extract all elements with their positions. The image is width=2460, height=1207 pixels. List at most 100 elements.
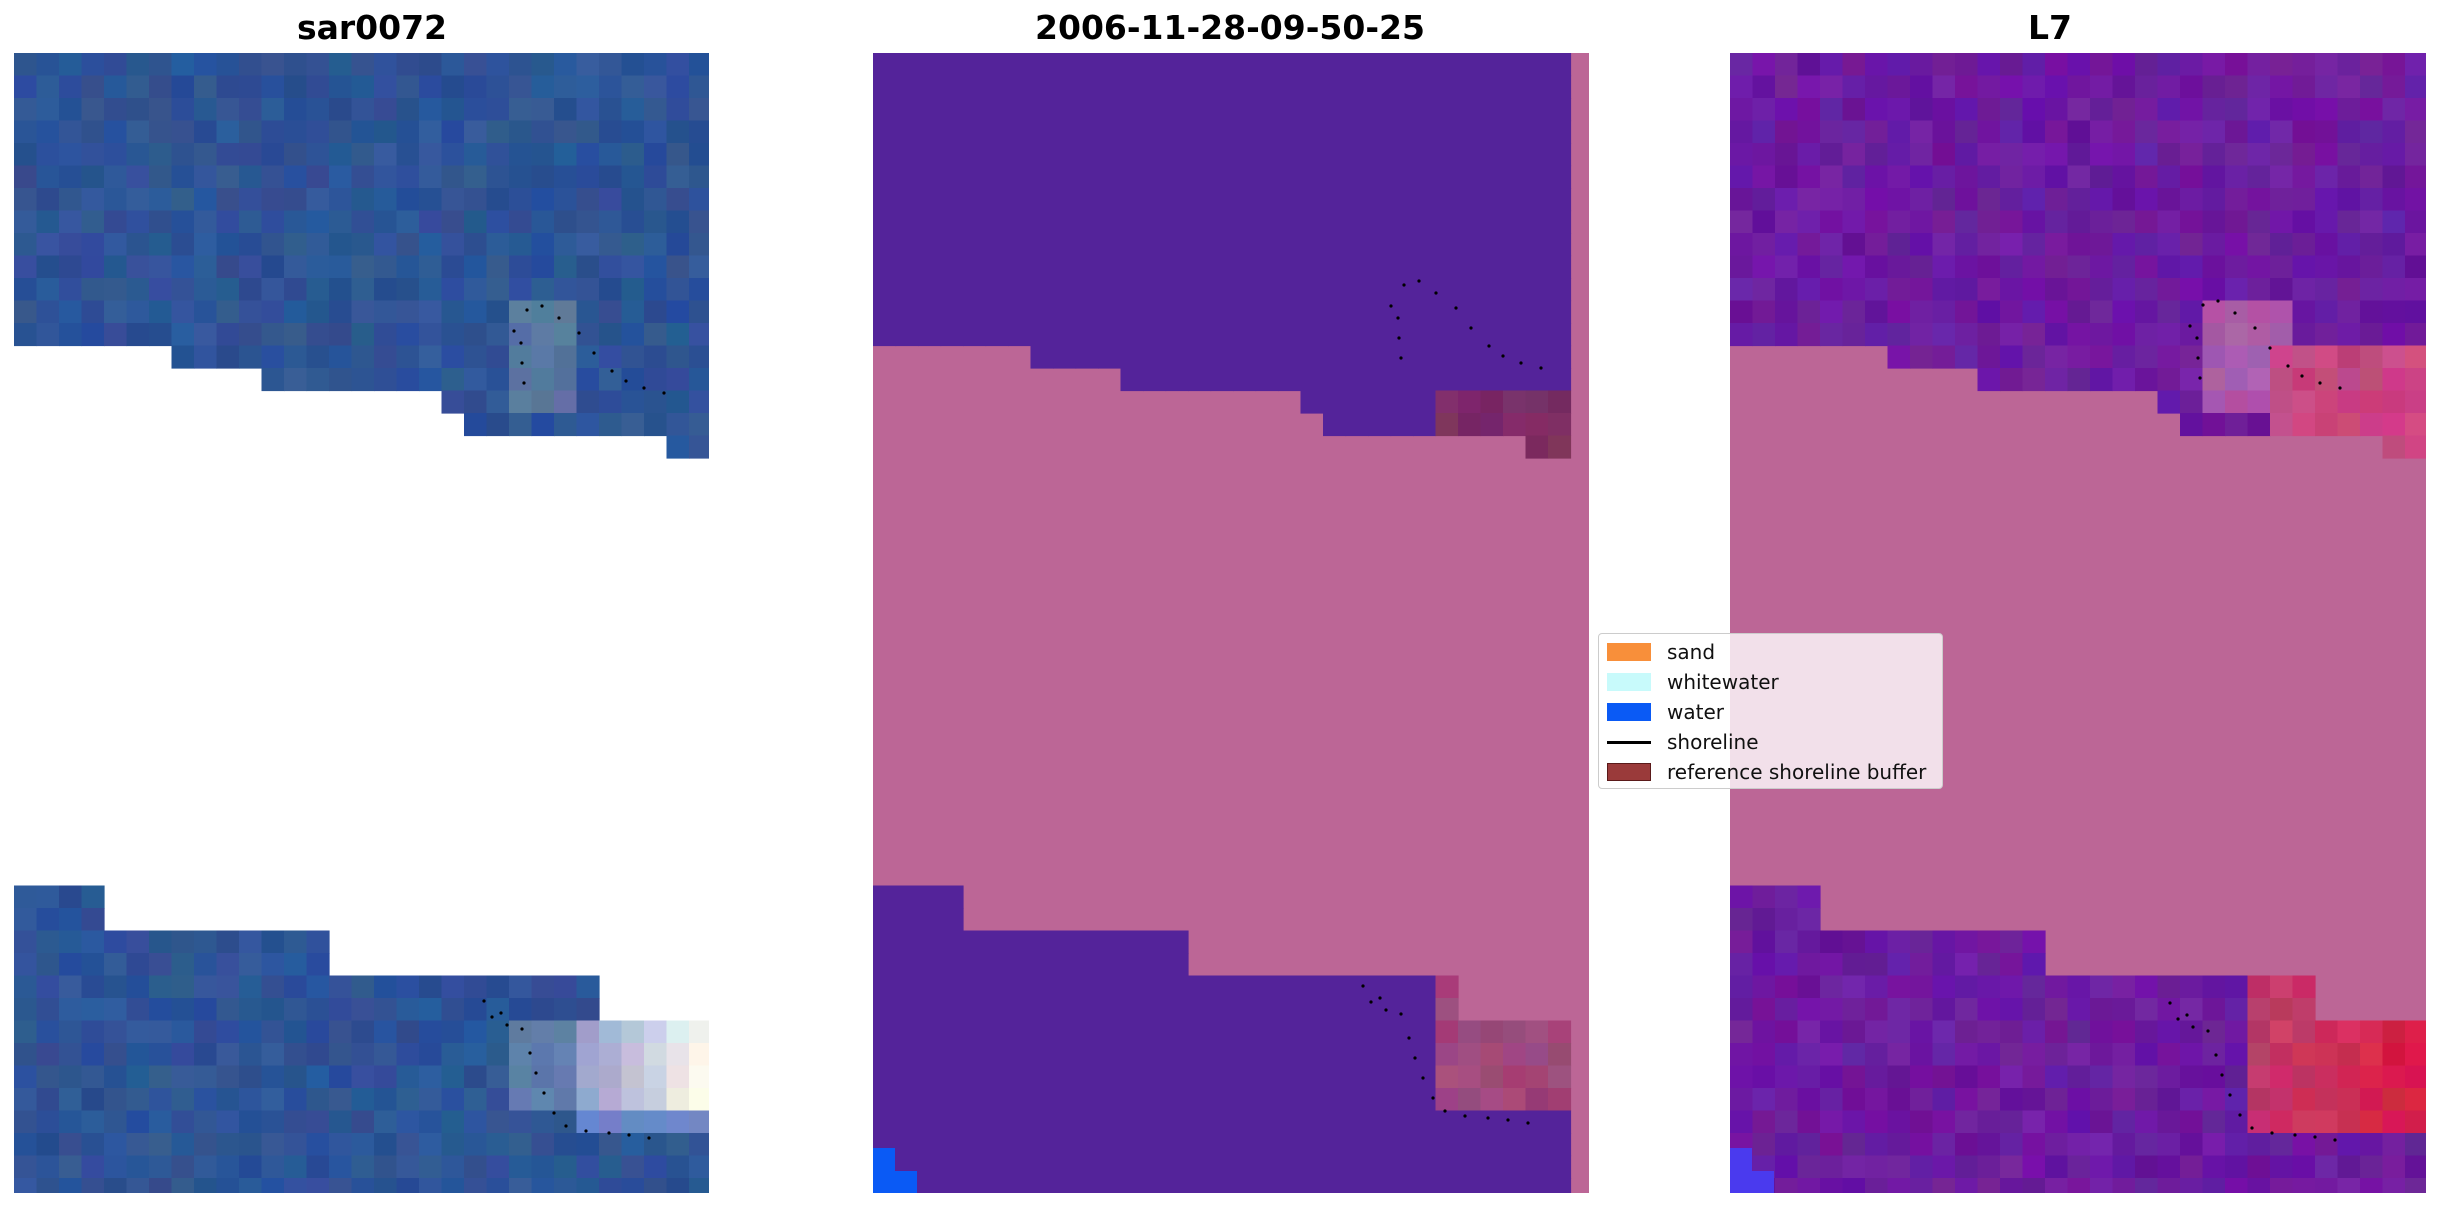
water-class-pixel [873, 1148, 895, 1193]
l7-shoreline-bottom-dot-10 [2293, 1133, 2297, 1137]
classified-shoreline-top-dot-9 [1539, 366, 1543, 370]
panel-title-rgb: sar0072 [296, 8, 448, 47]
legend-item-water: water [1607, 699, 1724, 725]
l7-shoreline-bottom-dot-11 [2313, 1135, 2317, 1139]
l7-shoreline-top-dot-3 [2233, 311, 2237, 315]
legend-item-shoreline: shoreline [1607, 729, 1759, 755]
classified-shoreline-top-dot-4 [1454, 306, 1458, 310]
rgb-shoreline-bottom-dot-1 [490, 1015, 494, 1019]
rgb-shoreline-bottom-dot-12 [647, 1136, 651, 1140]
l7-shoreline-bottom-dot-13 [2185, 1013, 2189, 1017]
l7-shoreline-bottom-dot-6 [2228, 1093, 2232, 1097]
classified-shoreline-bottom-dot-12 [1526, 1121, 1530, 1125]
classified-shoreline-top-dot-0 [1389, 304, 1393, 308]
shoreline-line-swatch [1607, 740, 1651, 744]
classified-shoreline-bottom-dot-11 [1506, 1118, 1510, 1122]
l7-shoreline-bottom-dot-7 [2238, 1113, 2242, 1117]
rgb-shoreline-bottom-dot-2 [505, 1023, 509, 1027]
l7-shoreline-top-dot-7 [2300, 374, 2304, 378]
classified-shoreline-bottom-dot-5 [1413, 1056, 1417, 1060]
l7-shoreline-bottom-dot-3 [2206, 1029, 2210, 1033]
classified-shoreline-top-dot-7 [1501, 354, 1505, 358]
l7-shoreline-bottom-dot-9 [2270, 1131, 2274, 1135]
rgb-shoreline-bottom-dot-0 [482, 999, 486, 1003]
classified-shoreline-top-dot-11 [1397, 336, 1401, 340]
rgb-shoreline-bottom-dot-3 [520, 1027, 524, 1031]
classified-shoreline-top-dot-10 [1396, 316, 1400, 320]
l7-blue-pixel [1730, 1148, 1752, 1193]
rgb-shoreline-top-dot-0 [512, 329, 516, 333]
legend: sand whitewater water shoreline referenc… [1598, 633, 1943, 789]
l7-shoreline-top-dot-1 [2201, 303, 2205, 307]
water-swatch [1607, 703, 1651, 721]
l7-shoreline-top-dot-9 [2338, 386, 2342, 390]
l7-shoreline-top-dot-4 [2253, 326, 2257, 330]
rgb-shoreline-bottom-dot-4 [528, 1051, 532, 1055]
classified-shoreline-top-dot-2 [1417, 279, 1421, 283]
rgb-shoreline-top-dot-11 [520, 361, 524, 365]
l7-shoreline-top-dot-2 [2216, 299, 2220, 303]
classified-image [873, 53, 1589, 1193]
classified-shoreline-bottom-dot-9 [1463, 1114, 1467, 1118]
l7-shoreline-top-dot-6 [2286, 364, 2290, 368]
classified-shoreline-top-dot-6 [1487, 344, 1491, 348]
rgb-shoreline-bottom-dot-8 [564, 1124, 568, 1128]
classified-shoreline-bottom-dot-8 [1443, 1109, 1447, 1113]
classified-image-panel [873, 53, 1589, 1193]
rgb-shoreline-top-dot-4 [577, 331, 581, 335]
rgb-shoreline-bottom-dot-5 [534, 1071, 538, 1075]
classified-shoreline-bottom-dot-13 [1378, 996, 1382, 1000]
rgb-shoreline-top-dot-7 [624, 379, 628, 383]
rgb-shoreline-bottom-dot-6 [542, 1091, 546, 1095]
l7-shoreline-bottom-dot-12 [2333, 1138, 2337, 1142]
classified-shoreline-bottom-dot-1 [1369, 1000, 1373, 1004]
legend-label-shoreline: shoreline [1667, 730, 1759, 754]
rgb-shoreline-top-dot-10 [519, 341, 523, 345]
panel-title-classified: 2006-11-28-09-50-25 [1035, 8, 1425, 47]
l7-shoreline-bottom-dot-4 [2214, 1053, 2218, 1057]
classified-shoreline-bottom-dot-3 [1399, 1012, 1403, 1016]
l7-shoreline-top-dot-8 [2318, 381, 2322, 385]
l7-shoreline-bottom-dot-2 [2191, 1025, 2195, 1029]
legend-item-reference-buffer: reference shoreline buffer [1607, 759, 1926, 785]
classified-shoreline-bottom-dot-10 [1486, 1116, 1490, 1120]
legend-label-reference-buffer: reference shoreline buffer [1667, 760, 1927, 784]
rgb-shoreline-top-dot-5 [592, 351, 596, 355]
classified-shoreline-bottom-dot-4 [1407, 1036, 1411, 1040]
l7-shoreline-top-dot-12 [2198, 376, 2202, 380]
legend-label-sand: sand [1667, 640, 1716, 664]
sand-swatch [1607, 643, 1651, 661]
rgb-image-panel [14, 53, 709, 1193]
rgb-shoreline-bottom-dot-10 [607, 1131, 611, 1135]
l7-image [1730, 53, 2426, 1193]
l7-shoreline-top-dot-5 [2268, 346, 2272, 350]
classified-shoreline-top-dot-1 [1402, 283, 1406, 287]
l7-shoreline-top-dot-0 [2188, 324, 2192, 328]
rgb-shoreline-top-dot-12 [522, 381, 526, 385]
l7-blue-pixel-2 [1752, 1171, 1774, 1193]
classified-shoreline-top-dot-3 [1434, 291, 1438, 295]
l7-shoreline-bottom-dot-5 [2220, 1073, 2224, 1077]
water-class-pixel-2 [895, 1171, 917, 1193]
reference-buffer-swatch [1607, 763, 1651, 781]
whitewater-swatch [1607, 673, 1651, 691]
legend-item-whitewater: whitewater [1607, 669, 1779, 695]
classified-shoreline-top-dot-12 [1399, 356, 1403, 360]
classified-shoreline-bottom-dot-2 [1384, 1008, 1388, 1012]
rgb-shoreline-top-dot-6 [610, 369, 614, 373]
classified-shoreline-top-dot-5 [1469, 326, 1473, 330]
l7-shoreline-bottom-dot-0 [2168, 1001, 2172, 1005]
legend-item-sand: sand [1607, 639, 1715, 665]
classified-shoreline-bottom-dot-6 [1421, 1076, 1425, 1080]
rgb-shoreline-top-dot-9 [662, 391, 666, 395]
rgb-shoreline-bottom-dot-9 [584, 1129, 588, 1133]
rgb-shoreline-bottom-dot-7 [552, 1111, 556, 1115]
rgb-shoreline-bottom-dot-11 [627, 1133, 631, 1137]
rgb-shoreline-top-dot-8 [642, 386, 646, 390]
classified-shoreline-top-dot-8 [1519, 361, 1523, 365]
rgb-shoreline-top-dot-3 [557, 316, 561, 320]
rgb-shoreline-top-dot-2 [540, 304, 544, 308]
panel-title-l7: L7 [2028, 8, 2072, 47]
legend-label-water: water [1667, 700, 1724, 724]
l7-shoreline-top-dot-11 [2196, 356, 2200, 360]
